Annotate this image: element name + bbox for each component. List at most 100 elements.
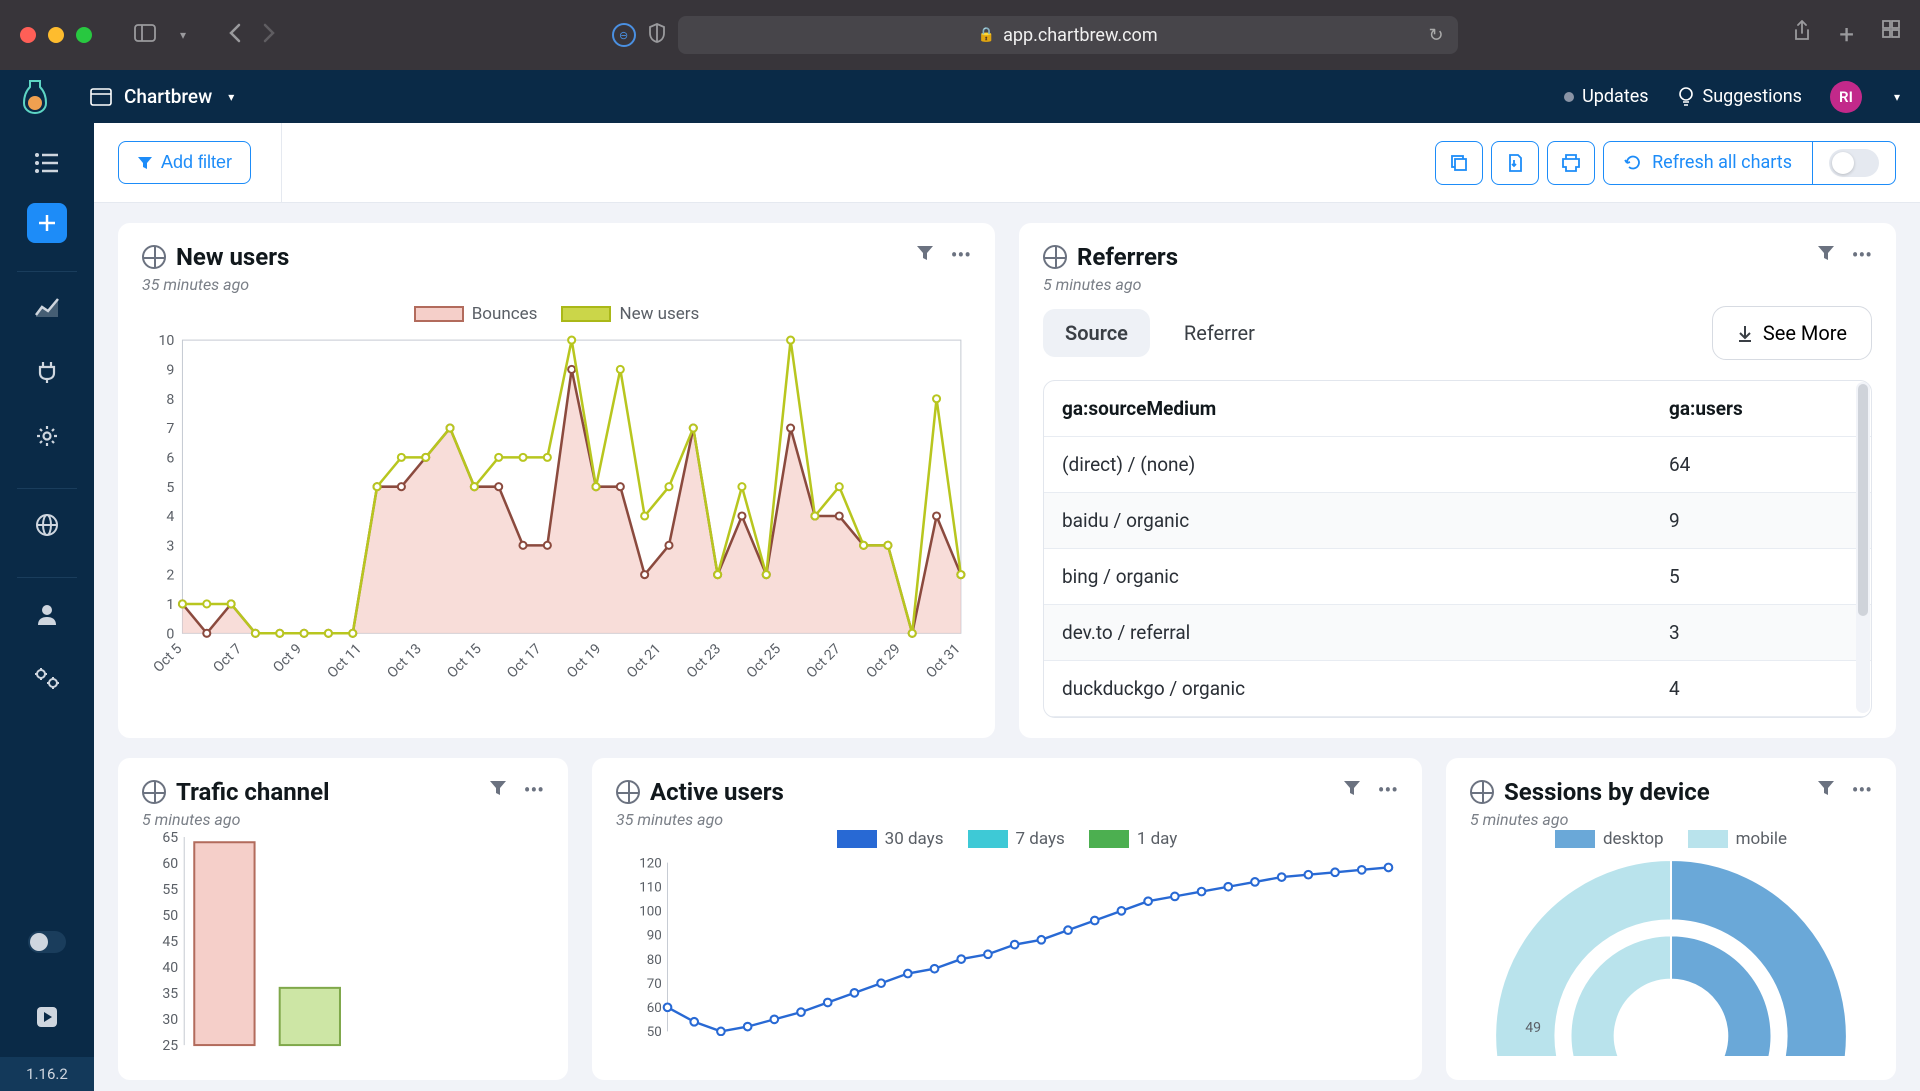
svg-text:Oct 21: Oct 21 xyxy=(624,641,664,681)
svg-text:1: 1 xyxy=(166,597,174,613)
project-name: Chartbrew xyxy=(124,85,212,108)
svg-text:Oct 11: Oct 11 xyxy=(324,641,364,681)
back-icon[interactable] xyxy=(228,23,242,48)
svg-text:Oct 23: Oct 23 xyxy=(684,641,724,681)
sidebar-item-globe[interactable] xyxy=(23,501,71,549)
table-row[interactable]: duckduckgo / organic4 xyxy=(1044,661,1871,717)
add-filter-label: Add filter xyxy=(161,152,232,173)
svg-text:8: 8 xyxy=(166,392,174,408)
legend-label: 1 day xyxy=(1137,829,1178,849)
svg-text:90: 90 xyxy=(647,929,662,944)
new-tab-icon[interactable]: + xyxy=(1839,20,1854,50)
sidebar-item-list[interactable] xyxy=(23,139,71,187)
filter-icon[interactable] xyxy=(1342,778,1362,803)
sidebar-item-settings[interactable] xyxy=(23,412,71,460)
svg-text:4: 4 xyxy=(166,509,174,525)
see-more-button[interactable]: See More xyxy=(1712,306,1872,360)
user-menu-chevron-icon[interactable]: ▾ xyxy=(1894,90,1900,104)
more-icon[interactable]: ••• xyxy=(1378,778,1398,803)
tab-referrer[interactable]: Referrer xyxy=(1162,309,1277,357)
share-icon[interactable] xyxy=(1793,20,1811,50)
sidebar-panel-icon[interactable] xyxy=(134,24,156,47)
download-button[interactable] xyxy=(1491,141,1539,185)
globe-icon xyxy=(616,780,640,804)
table-header[interactable]: ga:users xyxy=(1651,381,1871,437)
table-row[interactable]: bing / organic5 xyxy=(1044,549,1871,605)
sidebar-item-user[interactable] xyxy=(23,590,71,638)
svg-text:110: 110 xyxy=(639,881,662,896)
auto-refresh-toggle[interactable] xyxy=(1813,141,1896,185)
sidebar-item-admin[interactable] xyxy=(23,654,71,702)
globe-icon xyxy=(1043,245,1067,269)
traffic-lights xyxy=(20,27,92,43)
forward-icon[interactable] xyxy=(262,23,276,48)
project-selector[interactable]: Chartbrew ▾ xyxy=(90,85,234,108)
svg-text:Oct 31: Oct 31 xyxy=(923,641,963,681)
more-icon[interactable]: ••• xyxy=(951,243,971,268)
app-logo-icon[interactable] xyxy=(20,77,50,117)
traffic-chart: 253035404550556065 xyxy=(142,829,544,1050)
table-cell: 9 xyxy=(1651,493,1871,549)
referrers-table: ga:sourceMedium ga:users (direct) / (non… xyxy=(1043,380,1872,718)
table-row[interactable]: dev.to / referral3 xyxy=(1044,605,1871,661)
sidebar: 1.16.2 xyxy=(0,123,94,1091)
print-button[interactable] xyxy=(1547,141,1595,185)
more-icon[interactable]: ••• xyxy=(1852,778,1872,803)
legend-label: 7 days xyxy=(1016,829,1065,849)
svg-text:65: 65 xyxy=(162,830,178,846)
table-scrollbar[interactable] xyxy=(1856,382,1870,713)
dot-icon xyxy=(1564,92,1574,102)
table-row[interactable]: (direct) / (none)64 xyxy=(1044,437,1871,493)
updates-link[interactable]: Updates xyxy=(1564,86,1648,107)
onepassword-icon[interactable]: ⊖ xyxy=(612,23,636,47)
new-users-chart: 012345678910Oct 5Oct 7Oct 9Oct 11Oct 13O… xyxy=(142,330,971,694)
svg-text:60: 60 xyxy=(162,856,178,872)
svg-text:55: 55 xyxy=(162,882,178,898)
refresh-all-button[interactable]: Refresh all charts xyxy=(1603,141,1813,185)
maximize-window-icon[interactable] xyxy=(76,27,92,43)
avatar[interactable]: RI xyxy=(1830,81,1862,113)
sidebar-item-plug[interactable] xyxy=(23,348,71,396)
filter-icon[interactable] xyxy=(488,778,508,803)
chevron-down-icon: ▾ xyxy=(228,90,234,104)
svg-text:60: 60 xyxy=(647,1001,662,1016)
suggestions-link[interactable]: Suggestions xyxy=(1677,86,1802,108)
card-subtitle: 5 minutes ago xyxy=(142,810,329,829)
svg-text:Oct 15: Oct 15 xyxy=(444,641,484,681)
filter-icon[interactable] xyxy=(915,243,935,268)
svg-text:7: 7 xyxy=(166,421,174,437)
reload-icon[interactable]: ↻ xyxy=(1429,25,1444,46)
sidebar-item-play[interactable] xyxy=(23,993,71,1041)
see-more-label: See More xyxy=(1763,321,1847,345)
sidebar-item-chart[interactable] xyxy=(23,284,71,332)
minimize-window-icon[interactable] xyxy=(48,27,64,43)
tabs-grid-icon[interactable] xyxy=(1882,20,1900,50)
more-icon[interactable]: ••• xyxy=(1852,243,1872,268)
shield-icon[interactable] xyxy=(648,23,666,48)
svg-text:0: 0 xyxy=(166,626,174,642)
sidebar-theme-toggle[interactable] xyxy=(28,931,66,953)
url-bar[interactable]: 🔒 app.chartbrew.com ↻ xyxy=(678,16,1458,54)
more-icon[interactable]: ••• xyxy=(524,778,544,803)
svg-text:Oct 5: Oct 5 xyxy=(150,641,185,676)
filter-icon[interactable] xyxy=(1816,778,1836,803)
svg-text:3: 3 xyxy=(166,538,174,554)
chevron-down-icon[interactable]: ▾ xyxy=(180,28,186,42)
svg-text:Oct 7: Oct 7 xyxy=(210,641,245,676)
svg-text:50: 50 xyxy=(647,1025,662,1036)
chart-legend: 30 days 7 days 1 day xyxy=(616,829,1398,849)
card-title: New users xyxy=(176,243,289,271)
copy-button[interactable] xyxy=(1435,141,1483,185)
table-cell: 4 xyxy=(1651,661,1871,717)
add-filter-button[interactable]: Add filter xyxy=(118,141,251,184)
tab-source[interactable]: Source xyxy=(1043,309,1150,357)
filter-icon[interactable] xyxy=(1816,243,1836,268)
table-row[interactable]: baidu / organic9 xyxy=(1044,493,1871,549)
table-header[interactable]: ga:sourceMedium xyxy=(1044,381,1651,437)
svg-text:100: 100 xyxy=(639,905,662,920)
download-arrow-icon xyxy=(1737,324,1753,342)
sidebar-item-add[interactable] xyxy=(27,203,67,243)
content-area: Add filter Refresh all charts xyxy=(94,123,1920,1091)
version-badge: 1.16.2 xyxy=(0,1057,94,1091)
close-window-icon[interactable] xyxy=(20,27,36,43)
